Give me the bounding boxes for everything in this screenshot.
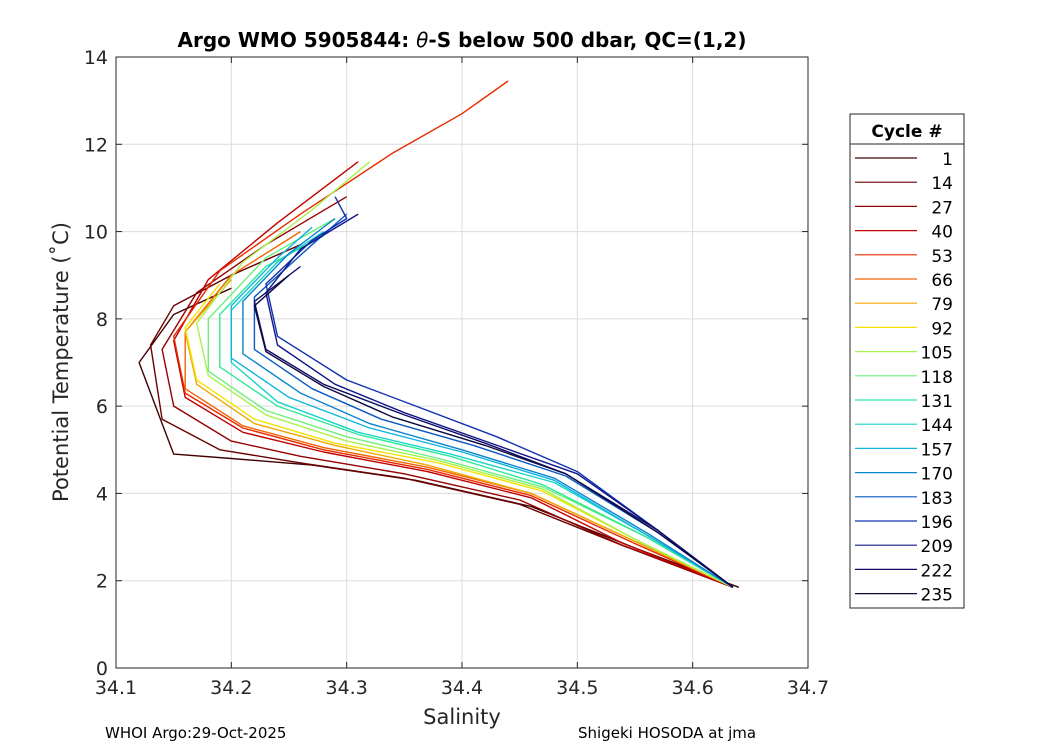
series-line-cycle-196	[265, 196, 734, 588]
legend-label-cycle-183: 183	[921, 489, 953, 509]
legend-label-cycle-14: 14	[931, 174, 953, 194]
series-line-cycle-14	[149, 244, 734, 588]
legend-label-cycle-53: 53	[931, 247, 953, 267]
legend-entries: 1 14 27 40 53 66 79 92 105 118 131 144 157 170 183 196 2…	[855, 150, 953, 606]
legend-label-cycle-40: 40	[931, 223, 953, 243]
title-suffix: -S below 500 dbar, QC=(1,2)	[428, 28, 746, 52]
chart-title: Argo WMO 5905844: θ-S below 500 dbar, QC…	[178, 28, 747, 52]
legend-label-cycle-144: 144	[921, 416, 953, 436]
series-line-cycle-222	[253, 265, 734, 588]
y-tick-label: 2	[96, 571, 108, 593]
x-tick-label: 34.4	[441, 677, 483, 699]
x-tick-label: 34.3	[326, 677, 368, 699]
legend-label-cycle-66: 66	[931, 271, 953, 291]
series-line-cycle-209	[265, 213, 734, 588]
legend-label-cycle-222: 222	[921, 561, 953, 581]
y-tick-label: 4	[96, 483, 108, 505]
series-line-cycle-170	[242, 217, 734, 588]
series-line-cycle-131	[219, 235, 734, 588]
legend-label-cycle-118: 118	[921, 368, 953, 388]
legend-label-cycle-105: 105	[921, 344, 953, 364]
x-tick-label: 34.6	[672, 677, 714, 699]
legend-title: Cycle #	[871, 122, 942, 142]
legend: Cycle # 1 14 27 40 53 66 79 92 105 118 131 144 157 17…	[849, 113, 965, 609]
series-lines	[138, 80, 740, 588]
x-tick-label: 34.7	[787, 677, 829, 699]
series-line-cycle-53	[172, 80, 734, 588]
title-theta-symbol: θ	[416, 28, 428, 52]
axis-ticks: 34.1 34.2 34.3 34.4 34.5 34.6 34.7 0 2 4 6 8 10 12 14	[84, 47, 829, 699]
legend-label-cycle-196: 196	[921, 513, 953, 533]
series-line-cycle-105	[195, 161, 734, 588]
x-tick-label: 34.2	[210, 677, 252, 699]
legend-label-cycle-235: 235	[921, 586, 953, 606]
legend-label-cycle-79: 79	[931, 295, 953, 315]
x-tick-label: 34.1	[95, 677, 137, 699]
legend-box	[849, 113, 965, 609]
footer-credit-left: WHOI Argo:29-Oct-2025	[105, 724, 287, 742]
series-line-cycle-144	[230, 231, 734, 588]
legend-label-cycle-170: 170	[921, 465, 953, 485]
y-tick-label: 0	[96, 658, 108, 680]
series-line-cycle-118	[207, 217, 734, 588]
footer-credit-right: Shigeki HOSODA at jma	[578, 724, 757, 742]
y-tick-label: 14	[84, 47, 108, 69]
series-line-cycle-157	[230, 226, 734, 588]
series-line-cycle-79	[184, 279, 734, 588]
x-axis-label: Salinity	[423, 705, 501, 729]
legend-label-cycle-131: 131	[921, 392, 953, 412]
y-tick-label: 12	[84, 134, 108, 156]
legend-label-cycle-27: 27	[931, 198, 953, 218]
y-tick-label: 10	[84, 222, 108, 244]
legend-label-cycle-157: 157	[921, 440, 953, 460]
series-line-cycle-235	[253, 274, 734, 588]
title-prefix: Argo WMO 5905844:	[178, 28, 417, 52]
series-line-cycle-40	[172, 161, 734, 588]
x-tick-label: 34.5	[556, 677, 598, 699]
y-axis-label: Potential Temperature (˚C)	[49, 222, 73, 502]
series-line-cycle-27	[161, 196, 734, 588]
legend-label-cycle-1: 1	[942, 150, 953, 170]
y-tick-label: 6	[96, 396, 108, 418]
legend-label-cycle-209: 209	[921, 537, 953, 557]
y-tick-label: 8	[96, 309, 108, 331]
legend-label-cycle-92: 92	[931, 319, 953, 339]
